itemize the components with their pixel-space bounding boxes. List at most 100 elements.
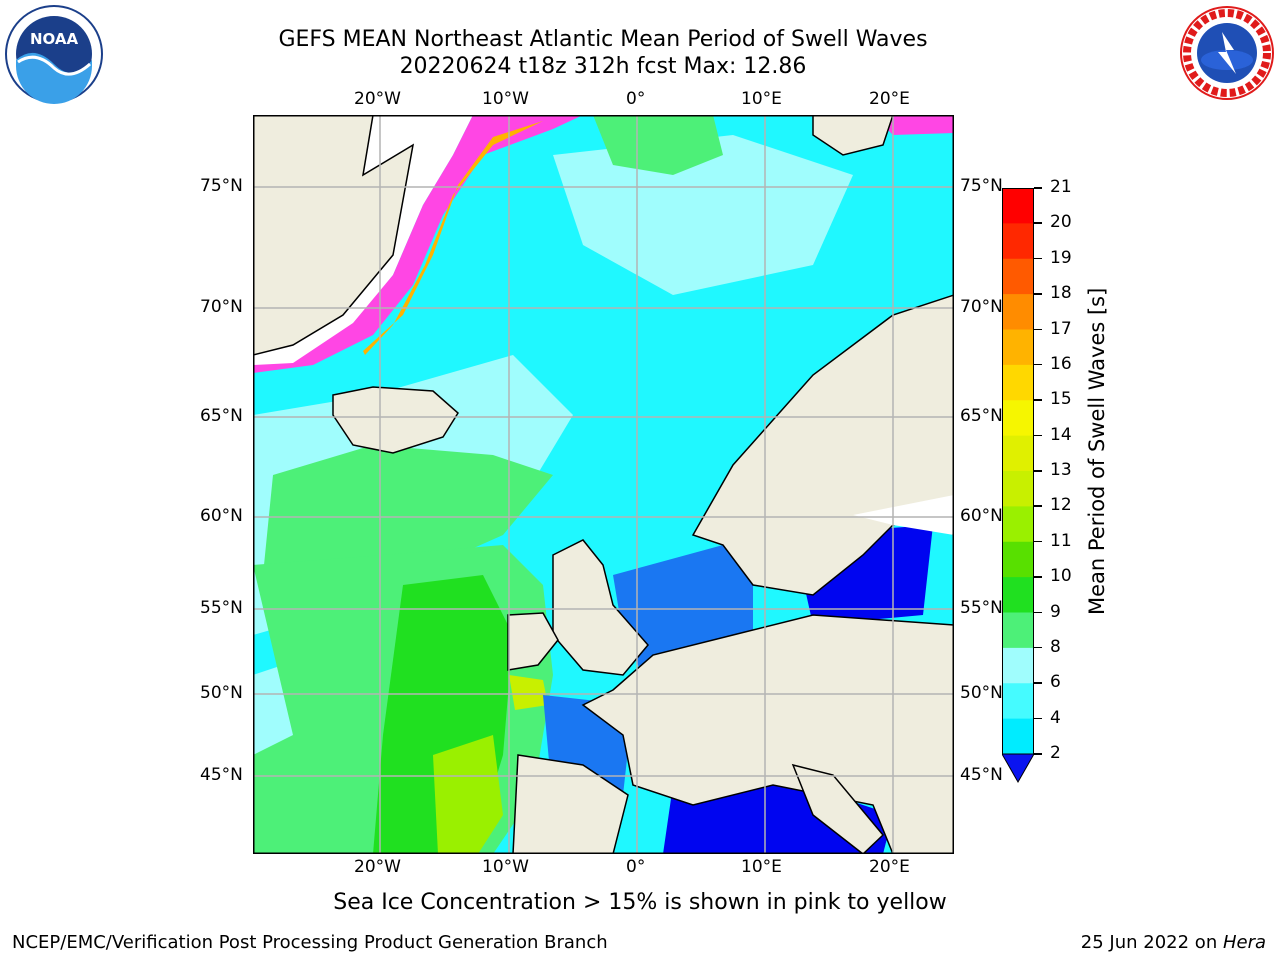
colorbar-tick-label: 18 xyxy=(1050,283,1072,304)
lon-label-top: 20°E xyxy=(869,89,910,109)
land-great-britain xyxy=(552,539,649,676)
colorbar-tick-mark xyxy=(1034,505,1042,507)
colorbar-tick-mark xyxy=(1034,646,1042,649)
footer-host: Hera xyxy=(1222,932,1266,953)
lat-label-right: 45°N xyxy=(960,765,1003,785)
colorbar-tick-label: 17 xyxy=(1050,318,1072,339)
footer-date-text: 25 Jun 2022 on xyxy=(1080,932,1223,953)
colorbar-tick-label: 10 xyxy=(1050,566,1072,587)
swell-zone-9s xyxy=(553,135,853,295)
colorbar-segment xyxy=(1002,612,1034,649)
swell-period-map xyxy=(253,115,954,854)
land-iberia xyxy=(512,754,629,854)
lat-label-left: 65°N xyxy=(200,406,243,426)
colorbar-tick-label: 9 xyxy=(1050,601,1061,622)
colorbar-tick-label: 19 xyxy=(1050,247,1072,268)
lat-label-right: 65°N xyxy=(960,406,1003,426)
colorbar-segment xyxy=(1002,294,1034,330)
map-subtitle: 20220624 t18z 312h fcst Max: 12.86 xyxy=(399,54,807,79)
colorbar-segment xyxy=(1002,541,1034,578)
colorbar-segment xyxy=(1002,683,1034,720)
lat-label-right: 50°N xyxy=(960,683,1003,703)
land-svalbard xyxy=(812,115,894,156)
lat-label-left: 50°N xyxy=(200,683,243,703)
lon-label-bottom: 10°W xyxy=(482,857,529,877)
sea-ice-bothnia xyxy=(853,495,954,535)
colorbar-tick-label: 4 xyxy=(1050,707,1061,728)
map-title: GEFS MEAN Northeast Atlantic Mean Period… xyxy=(278,27,928,52)
colorbar-tick-label: 20 xyxy=(1050,212,1072,233)
sea-ice-caption: Sea Ice Concentration > 15% is shown in … xyxy=(333,890,947,915)
colorbar-segment xyxy=(1002,400,1034,437)
colorbar-tick-label: 14 xyxy=(1050,424,1072,445)
land-ireland xyxy=(507,612,559,671)
lat-label-left: 75°N xyxy=(200,176,243,196)
lat-label-left: 55°N xyxy=(200,598,243,618)
colorbar-tick-mark xyxy=(1034,576,1042,578)
colorbar-title: Mean Period of Swell Waves [s] xyxy=(1085,287,1109,615)
land-greenland xyxy=(253,115,415,356)
colorbar-tick-mark xyxy=(1034,753,1042,755)
land-italy xyxy=(791,763,885,854)
graticule xyxy=(253,115,954,854)
swell-zone-10s xyxy=(593,115,723,175)
colorbar-segment xyxy=(1002,506,1034,543)
colorbar-tick-mark xyxy=(1034,187,1042,189)
colorbar-segment xyxy=(1002,258,1034,295)
colorbar-tick-label: 12 xyxy=(1050,495,1072,516)
swell-zone-13s xyxy=(433,735,503,854)
colorbar-tick-label: 6 xyxy=(1050,672,1061,693)
colorbar xyxy=(1001,188,1035,784)
colorbar-segment xyxy=(1002,718,1034,755)
colorbar-tick-mark xyxy=(1034,717,1042,720)
colorbar-tick-mark xyxy=(1034,257,1042,260)
lat-label-left: 60°N xyxy=(200,506,243,526)
colorbar-segment xyxy=(1002,435,1034,472)
colorbar-frame xyxy=(1002,188,1034,755)
nws-logo xyxy=(1178,4,1276,102)
colorbar-tick-mark xyxy=(1034,470,1042,472)
colorbar-segment xyxy=(1002,647,1034,684)
lon-label-bottom: 20°W xyxy=(354,857,401,877)
colorbar-segment xyxy=(1002,577,1034,613)
colorbar-tick-mark xyxy=(1034,540,1042,543)
footer-date: 25 Jun 2022 on Hera xyxy=(1081,932,1266,953)
footer-credit: NCEP/EMC/Verification Post Processing Pr… xyxy=(12,932,608,953)
map-panel xyxy=(253,115,954,854)
swell-zone-14s xyxy=(509,675,548,710)
noaa-logo: NOAA xyxy=(4,4,104,104)
colorbar-tick-label: 11 xyxy=(1050,530,1072,551)
colorbar-tick-label: 2 xyxy=(1050,743,1061,763)
colorbar-tick-mark xyxy=(1034,293,1042,295)
colorbar-tick-label: 16 xyxy=(1050,353,1072,374)
colorbar-segment xyxy=(1002,364,1034,401)
lat-label-right: 60°N xyxy=(960,506,1003,526)
lat-label-right: 75°N xyxy=(960,176,1003,196)
land-continental-europe xyxy=(581,614,954,854)
map-frame xyxy=(253,115,954,854)
colorbar-tick-label: 13 xyxy=(1050,460,1072,480)
lon-label-bottom: 0° xyxy=(626,857,646,877)
noaa-text: NOAA xyxy=(30,30,79,48)
colorbar-extension xyxy=(1001,753,1035,784)
sea-ice-edge xyxy=(253,115,583,373)
colorbar-tick-mark xyxy=(1034,434,1042,437)
lon-label-bottom: 20°E xyxy=(869,857,910,877)
colorbar-segment xyxy=(1002,223,1034,260)
colorbar-segment xyxy=(1002,188,1034,224)
lat-label-right: 70°N xyxy=(960,297,1003,317)
lat-label-left: 45°N xyxy=(200,765,243,785)
swell-zone-10s xyxy=(263,445,553,595)
colorbar-tick-mark xyxy=(1034,399,1042,401)
colorbar-tick-mark xyxy=(1034,611,1042,613)
colorbar-tick-mark xyxy=(1034,682,1042,684)
colorbar-tick-label: 8 xyxy=(1050,636,1061,657)
lon-label-top: 20°W xyxy=(354,89,401,109)
colorbar-tick-label: 21 xyxy=(1050,177,1072,197)
lon-label-bottom: 10°E xyxy=(741,857,782,877)
colorbar-tick-mark xyxy=(1034,328,1042,330)
colorbar-segment xyxy=(1002,329,1034,366)
land-iceland xyxy=(332,386,459,454)
lon-label-top: 0° xyxy=(626,89,646,109)
lon-label-top: 10°E xyxy=(741,89,782,109)
